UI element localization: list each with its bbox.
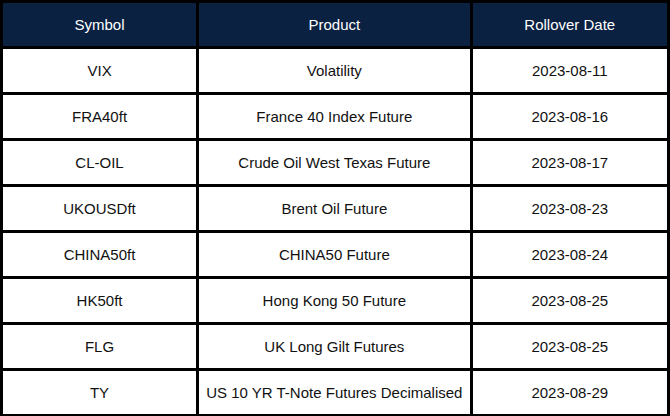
- cell-product: Crude Oil West Texas Future: [198, 140, 471, 186]
- cell-symbol: HK50ft: [2, 278, 198, 324]
- cell-symbol: TY: [2, 370, 198, 416]
- cell-symbol: FLG: [2, 324, 198, 370]
- cell-rollover-date: 2023-08-17: [471, 140, 668, 186]
- cell-product: CHINA50 Future: [198, 232, 471, 278]
- cell-product: UK Long Gilt Futures: [198, 324, 471, 370]
- column-header-rollover-date: Rollover Date: [471, 2, 668, 48]
- cell-symbol: VIX: [2, 48, 198, 94]
- cell-rollover-date: 2023-08-25: [471, 324, 668, 370]
- cell-product: Hong Kong 50 Future: [198, 278, 471, 324]
- cell-product: Volatility: [198, 48, 471, 94]
- cell-symbol: FRA40ft: [2, 94, 198, 140]
- cell-product: US 10 YR T-Note Futures Decimalised: [198, 370, 471, 416]
- cell-rollover-date: 2023-08-23: [471, 186, 668, 232]
- table-header-row: Symbol Product Rollover Date: [2, 2, 669, 48]
- table-row: UKOUSDft Brent Oil Future 2023-08-23: [2, 186, 669, 232]
- column-header-product: Product: [198, 2, 471, 48]
- cell-rollover-date: 2023-08-11: [471, 48, 668, 94]
- table-row: CHINA50ft CHINA50 Future 2023-08-24: [2, 232, 669, 278]
- cell-rollover-date: 2023-08-25: [471, 278, 668, 324]
- cell-product: France 40 Index Future: [198, 94, 471, 140]
- column-header-symbol: Symbol: [2, 2, 198, 48]
- cell-symbol: CHINA50ft: [2, 232, 198, 278]
- table-row: VIX Volatility 2023-08-11: [2, 48, 669, 94]
- table-row: CL-OIL Crude Oil West Texas Future 2023-…: [2, 140, 669, 186]
- cell-rollover-date: 2023-08-24: [471, 232, 668, 278]
- cell-symbol: UKOUSDft: [2, 186, 198, 232]
- table-row: FLG UK Long Gilt Futures 2023-08-25: [2, 324, 669, 370]
- table-row: FRA40ft France 40 Index Future 2023-08-1…: [2, 94, 669, 140]
- rollover-date-table: Symbol Product Rollover Date VIX Volatil…: [0, 0, 670, 416]
- table-row: TY US 10 YR T-Note Futures Decimalised 2…: [2, 370, 669, 416]
- cell-rollover-date: 2023-08-29: [471, 370, 668, 416]
- cell-symbol: CL-OIL: [2, 140, 198, 186]
- cell-rollover-date: 2023-08-16: [471, 94, 668, 140]
- table-row: HK50ft Hong Kong 50 Future 2023-08-25: [2, 278, 669, 324]
- cell-product: Brent Oil Future: [198, 186, 471, 232]
